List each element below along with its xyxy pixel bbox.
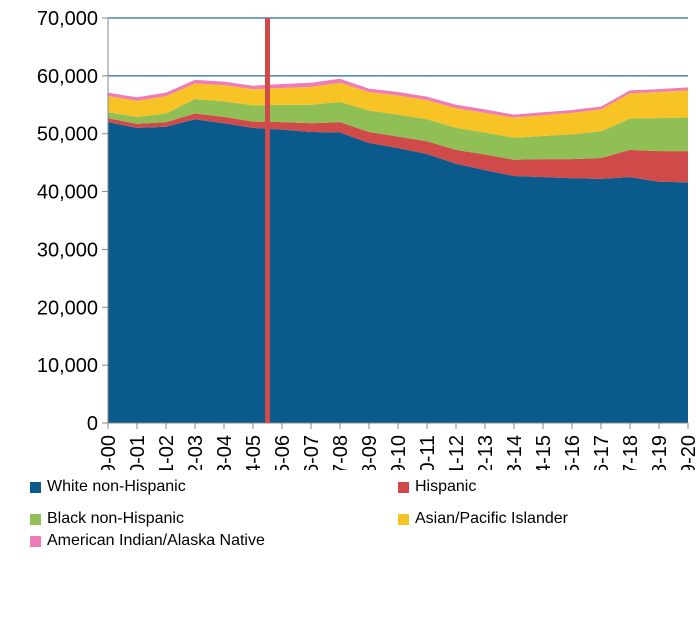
x-axis-tick-labels: 1999-00 2000-01 2001-02 2002-03 2003-04 2004-… [98,435,700,470]
chart-gridlines [108,17,688,77]
x-tick-label: 2011-12 [446,435,468,470]
y-tick-label: 60,000 [37,66,98,88]
y-tick-label: 40,000 [37,182,98,204]
chart-axes [102,17,689,429]
x-tick-label: 2019-20 [678,435,700,470]
x-tick-label: 2009-10 [388,435,410,470]
x-tick-label: 2016-17 [591,435,613,470]
area-series-hispanic [108,113,688,183]
x-tick-label: 2017-18 [620,435,642,470]
stacked-area-chart: 0 10,000 20,000 30,000 40,000 50,000 60,000 70,… [37,8,700,470]
legend-label-white-non-hispanic: White non-Hispanic [47,478,186,495]
x-tick-label: 2012-13 [475,435,497,470]
x-tick-label: 2015-16 [562,435,584,470]
area-series-black-non-hispanic [108,99,688,160]
y-tick-label: 0 [87,413,98,435]
x-tick-label: 2007-08 [330,435,352,470]
area-series-american-indian-alaska-native [108,78,688,118]
reference-line [265,18,270,423]
x-tick-label: 2013-14 [504,435,526,470]
reference-line-group [265,18,270,423]
area-series-white-non-hispanic [108,119,688,423]
y-tick-label: 20,000 [37,297,98,319]
x-tick-label: 2010-11 [417,435,439,470]
legend-item-white-non-hispanic: White non-Hispanic [30,478,186,496]
x-tick-label: 2008-09 [359,435,381,470]
x-tick-label: 2001-02 [156,435,178,470]
legend-label-hispanic: Hispanic [415,478,477,495]
y-tick-label: 50,000 [37,124,98,146]
y-axis-tick-labels: 0 10,000 20,000 30,000 40,000 50,000 60,000 70,… [37,8,98,435]
x-tick-label: 1999-00 [98,435,120,470]
y-tick-label: 30,000 [37,239,98,261]
legend-swatch-black-non-hispanic [30,513,41,525]
y-tick-label: 10,000 [37,355,98,377]
x-tick-label: 2002-03 [185,435,207,470]
legend-item-american-indian-alaska-native: American Indian/Alaska Native [30,532,265,550]
legend-swatch-asian-pacific-islander [398,513,409,525]
x-tick-label: 2005-06 [272,435,294,470]
legend-swatch-white-non-hispanic [30,481,41,493]
legend-item-black-non-hispanic: Black non-Hispanic [30,510,184,528]
legend-swatch-american-indian-alaska-native [30,535,41,547]
legend-label-black-non-hispanic: Black non-Hispanic [47,510,184,527]
x-tick-label: 2014-15 [533,435,555,470]
x-tick-label: 2004-05 [243,435,265,470]
x-tick-label: 2006-07 [301,435,323,470]
legend-swatch-hispanic [398,481,409,493]
x-tick-label: 2018-19 [649,435,671,470]
legend-item-asian-pacific-islander: Asian/Pacific Islander [398,510,568,528]
legend-label-asian-pacific-islander: Asian/Pacific Islander [415,510,568,527]
area-series-asian-pacific-islander [108,82,688,138]
chart-areas [108,78,688,423]
x-tick-label: 2000-01 [127,435,149,470]
y-tick-label: 70,000 [37,8,98,30]
x-tick-label: 2003-04 [214,435,236,470]
legend-item-hispanic: Hispanic [398,478,476,496]
legend-label-american-indian-alaska-native: American Indian/Alaska Native [47,532,265,549]
